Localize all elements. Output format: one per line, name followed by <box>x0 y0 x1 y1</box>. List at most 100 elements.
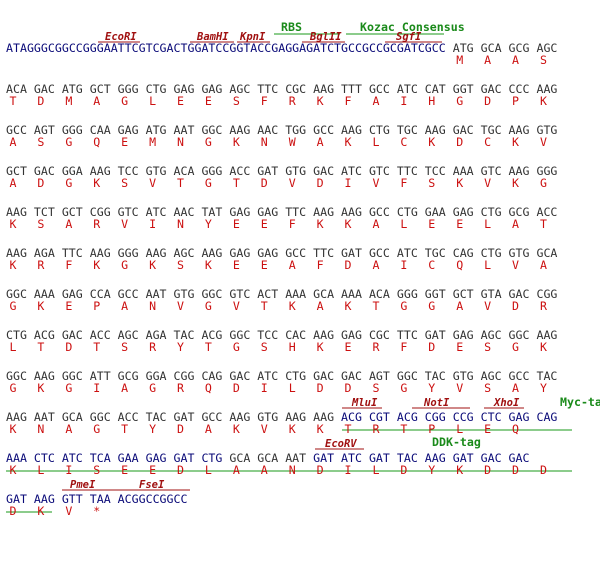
amino-acid: I <box>261 381 268 395</box>
amino-acid: L <box>9 340 16 354</box>
codon: AAG <box>34 492 55 506</box>
codon: AAT <box>146 287 167 301</box>
amino-acid: P <box>512 94 519 108</box>
codon: GAC <box>481 451 502 465</box>
codon: GGG <box>201 164 222 178</box>
codon: CTG <box>369 123 390 137</box>
amino-acid: A <box>261 463 268 477</box>
amino-acid: K <box>540 94 547 108</box>
amino-acid: V <box>372 176 379 190</box>
codon: GGT <box>425 287 446 301</box>
amino-acid: V <box>289 176 296 190</box>
codon: ATC <box>341 164 362 178</box>
amino-acid: I <box>65 463 72 477</box>
amino-acid: F <box>317 258 324 272</box>
pmei-label: PmeI <box>70 479 96 491</box>
amino-acid: A <box>540 258 547 272</box>
amino-acid: N <box>289 463 296 477</box>
amino-acid: T <box>93 340 100 354</box>
codon: TAA <box>90 492 111 506</box>
amino-acid: N <box>149 299 156 313</box>
amino-acid: A <box>372 94 379 108</box>
amino-acid: Q <box>93 135 100 149</box>
codon: ACGGCCGGCC <box>118 492 188 506</box>
codon: GTG <box>536 123 557 137</box>
amino-acid: S <box>484 340 491 354</box>
codon: GCC <box>6 123 27 137</box>
codon: AGA <box>34 246 55 260</box>
amino-acid: D <box>65 340 72 354</box>
codon: TTC <box>397 164 418 178</box>
codon: ATG <box>146 123 167 137</box>
codon: GTG <box>509 246 530 260</box>
amino-acid: G <box>9 299 16 313</box>
codon: GTG <box>453 369 474 383</box>
amino-acid: L <box>456 422 463 436</box>
codon: GCG <box>118 369 139 383</box>
codon: TGG <box>285 123 306 137</box>
amino-acid: E <box>261 258 268 272</box>
codon: TGC <box>425 246 446 260</box>
codon: ACC <box>118 410 139 424</box>
codon: CGG <box>425 410 446 424</box>
amino-acid: V <box>177 299 184 313</box>
amino-acid: K <box>512 135 519 149</box>
codon: TCC <box>425 164 446 178</box>
amino-acid: F <box>400 340 407 354</box>
codon: GTA <box>481 287 502 301</box>
amino-acid: Q <box>456 258 463 272</box>
amino-acid: G <box>233 340 240 354</box>
amino-acid: E <box>149 463 156 477</box>
amino-acid: V <box>233 299 240 313</box>
codon: GGC <box>201 287 222 301</box>
codon: TTC <box>313 246 334 260</box>
codon: GAC <box>481 82 502 96</box>
codon: TCC <box>257 328 278 342</box>
codon: AAG <box>146 246 167 260</box>
codon: CAG <box>453 246 474 260</box>
codon: GAG <box>118 123 139 137</box>
annotations: RBS Kozac Consensus EcoRI BamHI KpnI Bgl… <box>6 20 600 513</box>
amino-acid: A <box>456 299 463 313</box>
amino-acid: R <box>37 258 44 272</box>
amino-acid: D <box>512 463 519 477</box>
amino-acid: D <box>317 381 324 395</box>
amino-acid: C <box>484 135 491 149</box>
amino-acid: S <box>37 217 44 231</box>
codon: ATC <box>146 205 167 219</box>
amino-acid: E <box>261 217 268 231</box>
amino-acid: K <box>93 176 100 190</box>
codon: AGC <box>118 328 139 342</box>
amino-acid: A <box>372 258 379 272</box>
amino-acid: K <box>456 463 463 477</box>
codon: CGG <box>90 205 111 219</box>
codon: AAG <box>6 410 27 424</box>
amino-acid: Q <box>205 381 212 395</box>
codon: ATG <box>62 82 83 96</box>
amino-acid: A <box>65 422 72 436</box>
amino-acid: T <box>540 217 547 231</box>
codon: GAA <box>118 451 139 465</box>
amino-acid: K <box>9 422 16 436</box>
amino-acid: K <box>317 422 324 436</box>
codon: GGA <box>62 164 83 178</box>
codon: GAC <box>62 328 83 342</box>
amino-acid: L <box>484 217 491 231</box>
codon: AAG <box>6 205 27 219</box>
codon: AAC <box>174 205 195 219</box>
amino-acid: G <box>65 135 72 149</box>
codon: GCC <box>369 246 390 260</box>
mlui-label: MluI <box>351 397 378 409</box>
amino-acid: D <box>37 176 44 190</box>
codon: AGT <box>369 369 390 383</box>
codon: ATC <box>257 369 278 383</box>
amino-acid: E <box>233 258 240 272</box>
codon: GAG <box>174 82 195 96</box>
codon: AGC <box>174 246 195 260</box>
amino-acid: V <box>512 258 519 272</box>
amino-acid: I <box>400 258 407 272</box>
amino-acid: G <box>456 94 463 108</box>
codon: TAT <box>201 205 222 219</box>
codon: GAT <box>313 451 334 465</box>
amino-acid: N <box>177 135 184 149</box>
